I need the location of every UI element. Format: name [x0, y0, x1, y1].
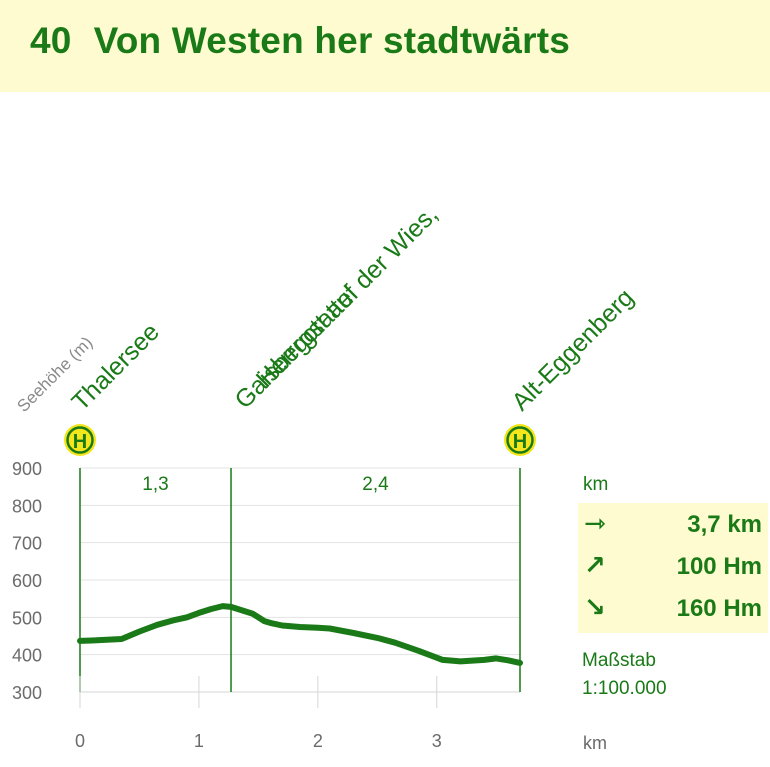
page-title: 40 Von Westen her stadtwärts [30, 20, 570, 62]
arrow-down-right-icon: ↘ [584, 593, 606, 623]
scale-value: 1:100.000 [582, 678, 667, 699]
stat-descent: ↘ 160 Hm [578, 589, 768, 629]
route-number: 40 [30, 20, 72, 61]
stop-name-label: Alt-Eggenberg [506, 283, 639, 416]
y-tick-label: 600 [12, 571, 42, 591]
stat-ascent-value: 100 Hm [676, 553, 762, 580]
bus-stop-icon-letter: H [73, 431, 87, 453]
segment-distance-label: 2,4 [362, 474, 389, 495]
arrow-right-icon: ⇾ [584, 509, 606, 539]
segment-dividers: 1,3 2,4 [79, 468, 521, 692]
x-tick-label: 0 [75, 731, 85, 751]
arrow-up-right-icon: ↗ [584, 551, 606, 581]
x-tick-label: 1 [194, 731, 204, 751]
x-axis-title: km [583, 733, 607, 753]
segment-distance-label: 1,3 [142, 474, 168, 495]
bus-stop-icon-letter: H [513, 431, 527, 453]
x-tick-labels: 0 1 2 3 [75, 676, 442, 751]
stat-distance-value: 3,7 km [687, 511, 762, 538]
bus-stop-icon: H [64, 424, 96, 456]
stat-distance: ⇾ 3,7 km [578, 505, 768, 545]
bus-stop-icon-ring [506, 426, 534, 454]
route-name: Von Westen her stadtwärts [93, 20, 571, 61]
x-tick-label: 3 [432, 731, 442, 751]
title-banner: 40 Von Westen her stadtwärts [0, 0, 770, 92]
stop-name-label: Gaisbergsattel [229, 280, 363, 414]
bus-stop-icon-ring [66, 426, 94, 454]
y-tick-labels: 300 400 500 600 700 800 900 [12, 459, 42, 703]
elevation-line [77, 603, 523, 666]
y-tick-label: 300 [12, 683, 42, 703]
route-stats-box: ⇾ 3,7 km ↗ 100 Hm ↘ 160 Hm [578, 503, 768, 633]
y-tick-label: 700 [12, 534, 42, 554]
elevation-profile [77, 603, 523, 666]
y-tick-label: 800 [12, 496, 42, 516]
scale-label: Maßstab [582, 650, 656, 671]
y-tick-label: 400 [12, 646, 42, 666]
y-tick-label: 900 [12, 459, 42, 479]
stat-ascent: ↗ 100 Hm [578, 547, 768, 587]
stop-name-label: Thalersee [66, 318, 164, 416]
x-axis-label: km [583, 733, 607, 753]
km-label-top: km [583, 474, 609, 495]
stat-descent-value: 160 Hm [676, 595, 762, 622]
y-tick-label: 500 [12, 608, 42, 628]
y-gridlines [80, 467, 520, 656]
x-tick-label: 2 [313, 731, 323, 751]
bus-stop-icon: H [504, 424, 536, 456]
